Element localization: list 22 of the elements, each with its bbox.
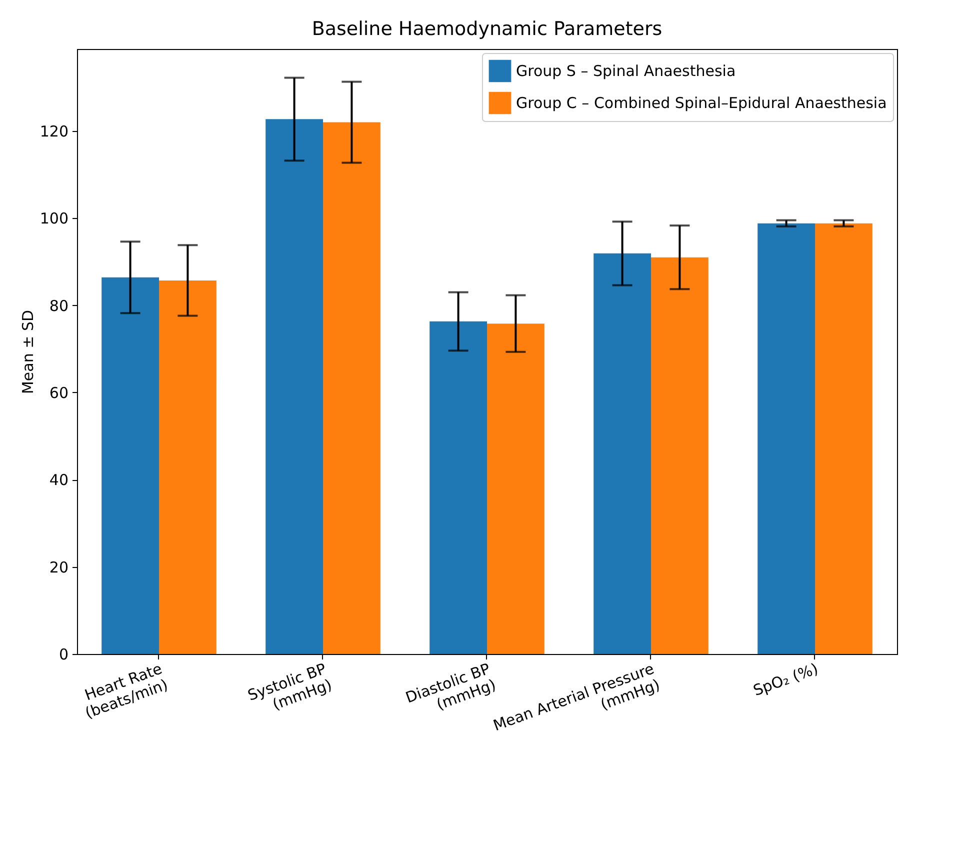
y-tick-label: 80 — [49, 296, 68, 315]
y-tick-label: 100 — [40, 210, 68, 228]
legend-label: Group C – Combined Spinal–Epidural Anaesthesia — [516, 94, 887, 112]
y-tick-label: 20 — [49, 558, 68, 576]
bar — [758, 223, 815, 654]
legend-label: Group S – Spinal Anaesthesia — [516, 62, 736, 80]
bar — [266, 119, 323, 654]
x-tick-label: SpO₂ (%) — [750, 660, 820, 700]
bar — [430, 321, 487, 654]
bar — [487, 324, 544, 654]
bar — [815, 223, 872, 654]
y-tick-label: 60 — [49, 384, 68, 402]
bar — [323, 122, 380, 654]
y-axis-title: Mean ± SD — [18, 310, 37, 394]
y-tick-label: 0 — [58, 646, 68, 664]
chart-title: Baseline Haemodynamic Parameters — [312, 18, 662, 40]
bar — [651, 257, 708, 654]
bar — [594, 253, 651, 654]
bar — [102, 277, 159, 654]
y-tick-label: 120 — [40, 122, 68, 140]
bar — [159, 280, 216, 654]
y-tick-label: 40 — [49, 471, 68, 490]
